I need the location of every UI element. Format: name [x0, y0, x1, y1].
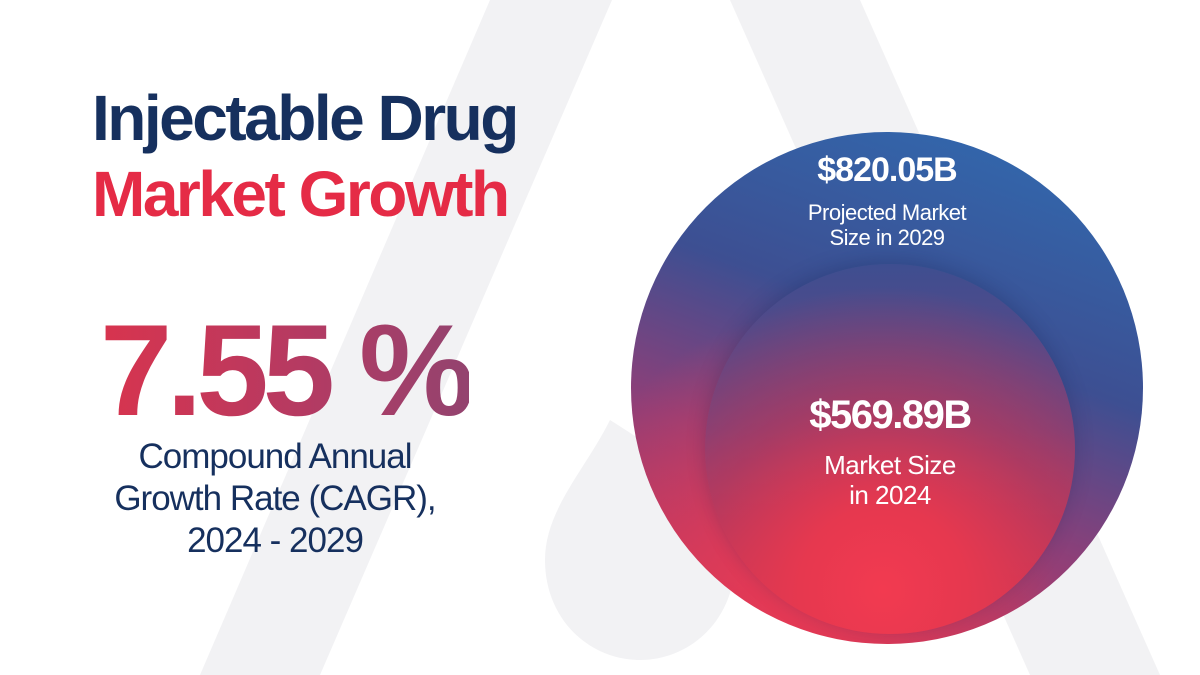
- projected-label-line: Size in 2029: [829, 225, 945, 250]
- current-market-circle: $569.89B Market Size in 2024: [705, 264, 1075, 634]
- projected-market-label: Projected Market Size in 2029: [631, 200, 1143, 250]
- cagr-value: 7.55 %: [100, 297, 475, 443]
- cagr-label-line: Growth Rate (CAGR),: [114, 479, 436, 518]
- cagr-label-line: Compound Annual: [138, 437, 413, 476]
- page-title: Injectable Drug Market Growth: [92, 80, 519, 232]
- cagr-label-line: 2024 - 2029: [187, 521, 364, 560]
- cagr-label: Compound Annual Growth Rate (CAGR), 2024…: [80, 436, 470, 562]
- projected-market-circle: $820.05B Projected Market Size in 2029 $…: [631, 132, 1143, 644]
- title-line-2: Market Growth: [92, 158, 510, 230]
- title-line-1: Injectable Drug: [92, 82, 519, 154]
- projected-market-value: $820.05B: [817, 151, 957, 189]
- current-market-label: Market Size in 2024: [705, 450, 1075, 510]
- current-label-line: Market Size: [824, 450, 956, 480]
- current-market-value: $569.89B: [809, 393, 972, 437]
- projected-label-line: Projected Market: [807, 200, 967, 225]
- current-label-line: in 2024: [849, 480, 931, 510]
